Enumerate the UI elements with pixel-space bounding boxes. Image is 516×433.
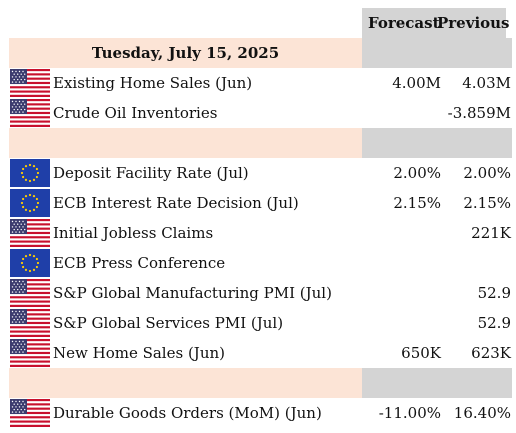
event-row[interactable]: Crude Oil Inventories -3.859M <box>9 98 511 128</box>
column-header-row: Forecast Previous <box>0 8 516 38</box>
previous-value: 623K <box>471 344 511 362</box>
event-name: ECB Interest Rate Decision (Jul) <box>53 194 299 212</box>
event-name: Existing Home Sales (Jun) <box>53 74 253 92</box>
forecast-value: -11.00% <box>378 404 441 422</box>
us-flag-icon <box>10 399 50 427</box>
previous-value: 52.9 <box>477 284 511 302</box>
event-row[interactable]: ECB Press Conference <box>9 248 506 278</box>
event-row[interactable]: S&P Global Manufacturing PMI (Jul) 52.9 <box>9 278 511 308</box>
us-flag-icon <box>10 69 50 97</box>
previous-value: 2.15% <box>463 194 511 212</box>
previous-column-header: Previous <box>437 14 510 32</box>
eu-flag-icon <box>10 189 50 217</box>
event-name: Crude Oil Inventories <box>53 104 218 122</box>
event-row[interactable]: Deposit Facility Rate (Jul) 2.00% 2.00% <box>9 158 511 188</box>
event-name: ECB Press Conference <box>53 254 226 272</box>
event-row[interactable]: Existing Home Sales (Jun) 4.00M 4.03M <box>9 68 511 98</box>
event-row[interactable]: ECB Interest Rate Decision (Jul) 2.15% 2… <box>9 188 511 218</box>
forecast-value: 2.15% <box>393 194 441 212</box>
previous-value: 2.00% <box>463 164 511 182</box>
previous-value: 221K <box>471 224 511 242</box>
forecast-value: 4.00M <box>392 74 441 92</box>
event-name: New Home Sales (Jun) <box>53 344 225 362</box>
eu-flag-icon <box>10 249 50 277</box>
separator-band <box>9 128 512 158</box>
event-name: S&P Global Services PMI (Jul) <box>53 314 284 332</box>
us-flag-icon <box>10 219 50 247</box>
separator-band <box>9 368 512 398</box>
forecast-value: 2.00% <box>393 164 441 182</box>
us-flag-icon <box>10 279 50 307</box>
event-name: Durable Goods Orders (MoM) (Jun) <box>53 404 322 422</box>
eu-flag-icon <box>10 159 50 187</box>
event-name: Deposit Facility Rate (Jul) <box>53 164 249 182</box>
previous-value: 16.40% <box>453 404 511 422</box>
us-flag-icon <box>10 309 50 337</box>
previous-value: -3.859M <box>447 104 511 122</box>
event-row[interactable]: New Home Sales (Jun) 650K 623K <box>9 338 511 368</box>
forecast-value: 650K <box>401 344 441 362</box>
event-row[interactable]: Initial Jobless Claims 221K <box>9 218 511 248</box>
event-row[interactable]: S&P Global Services PMI (Jul) 52.9 <box>9 308 511 338</box>
us-flag-icon <box>10 339 50 367</box>
previous-value: 52.9 <box>477 314 511 332</box>
us-flag-icon <box>10 99 50 127</box>
date-row: Tuesday, July 15, 2025 <box>9 38 512 68</box>
event-name: S&P Global Manufacturing PMI (Jul) <box>53 284 332 302</box>
event-row[interactable]: Durable Goods Orders (MoM) (Jun) -11.00%… <box>9 398 511 428</box>
event-name: Initial Jobless Claims <box>53 224 214 242</box>
forecast-column-header: Forecast <box>368 14 440 32</box>
previous-value: 4.03M <box>462 74 511 92</box>
date-label: Tuesday, July 15, 2025 <box>91 44 280 62</box>
